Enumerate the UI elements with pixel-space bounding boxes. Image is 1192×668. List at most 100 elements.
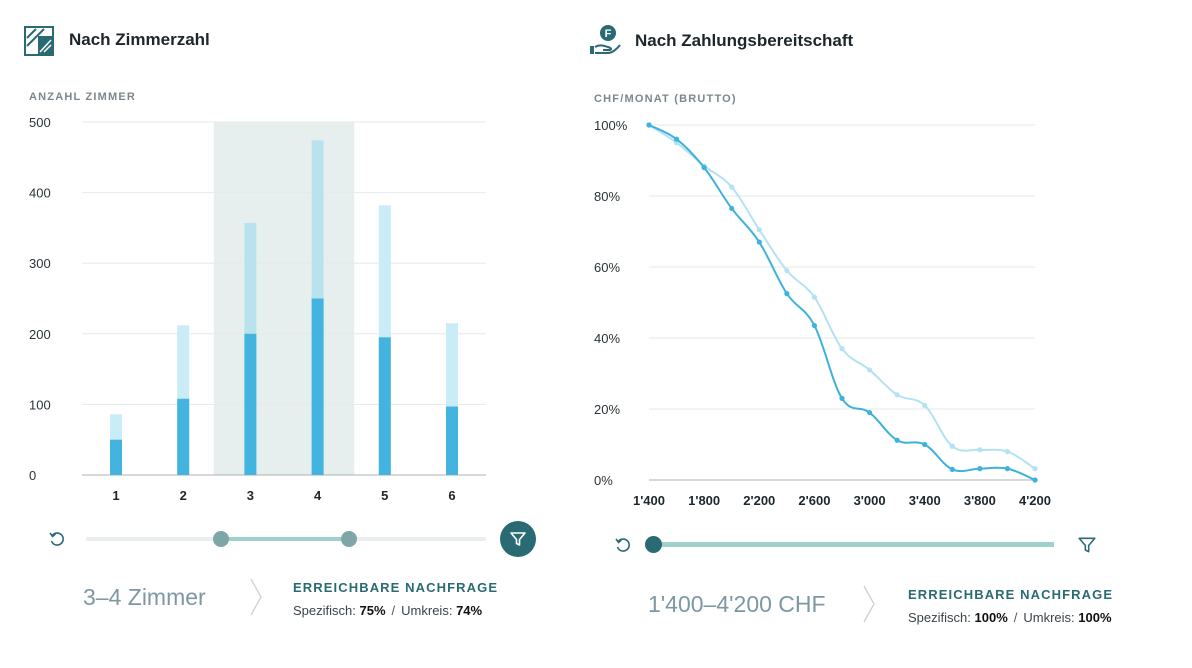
series-area-point [1032,466,1038,472]
rooms-filter-button[interactable] [500,521,536,557]
series-specific-line [648,124,1036,481]
specific-value: 75% [359,603,386,618]
y-tick-label: 60% [594,260,620,275]
series-specific-point [949,466,955,472]
rooms-range-slider[interactable] [86,531,486,547]
rooms-panel-title: Nach Zimmerzahl [69,30,210,49]
rooms-reset-icon[interactable] [48,530,66,553]
series-area-point [922,402,928,409]
x-tick-label: 6 [448,488,455,503]
series-area-point [784,267,790,274]
separator: / [391,603,396,618]
hand-coin-icon: F [588,24,622,61]
area-value: 74% [456,603,483,618]
budget-slider-fill [652,542,1054,547]
x-tick-label: 4 [314,488,322,503]
series-specific-point [894,437,900,443]
series-specific-point [646,122,652,128]
specific-label: Spezifisch: [908,610,971,625]
budget-panel-title: Nach Zahlungsbereitschaft [635,31,854,50]
y-tick-label: 80% [594,189,620,204]
specific-value: 100% [974,610,1008,625]
series-specific-point [922,441,928,448]
series-area-point [811,294,818,300]
x-tick-label: 3 [247,488,254,503]
budget-axis-caption: CHF/MONAT (BRUTTO) [594,93,737,105]
chevron-right-icon [248,577,264,622]
x-tick-label: 3'800 [964,493,996,508]
area-value: 100% [1078,610,1112,625]
budget-summary-row: Spezifisch: 100% / Umkreis: 100% [908,610,1113,625]
series-area-point [866,367,873,373]
series-specific-point [784,291,790,297]
bar-specific [378,337,391,475]
bar-specific [244,333,257,475]
series-area-point [1004,449,1011,455]
bar-specific [110,439,122,475]
filter-icon [510,532,526,546]
y-tick-label: 20% [594,402,620,417]
x-tick-label: 2'600 [798,493,830,508]
bar-specific [446,406,458,475]
series-area-point [977,447,983,453]
series-area-point [839,346,845,352]
series-area-point [756,227,762,233]
rooms-slider-fill [222,537,350,541]
series-specific-point [756,239,762,245]
specific-label: Spezifisch: [293,603,356,618]
y-tick-label: 0 [29,468,36,483]
floorplan-icon [24,26,54,61]
rooms-bar-chart: 0 100 200 300 400 500 1 2 3 4 5 6 [29,115,486,503]
budget-line-chart: 0% 20% 40% 60% 80% 100% 1'400 1'800 2'200 2'600 3'… [594,118,1051,508]
series-area-point [949,443,955,449]
budget-summary-title: ERREICHBARE NACHFRAGE [908,587,1114,602]
y-tick-label: 300 [29,256,51,271]
rooms-summary-row: Spezifisch: 75% / Umkreis: 74% [293,603,498,618]
series-specific-point [977,466,983,472]
x-tick-label: 2 [180,488,187,503]
y-tick-label: 200 [29,327,51,342]
x-tick-label: 1 [112,488,119,503]
x-tick-label: 4'200 [1019,493,1051,508]
y-tick-label: 400 [29,186,51,201]
series-area-point [894,392,900,398]
filter-icon [1078,537,1096,553]
series-specific-point [701,165,707,171]
svg-text:F: F [605,28,612,40]
bar-specific [177,398,190,475]
series-specific-point [866,409,873,416]
x-tick-label: 3'400 [909,493,941,508]
budget-range-text: 1'400–4'200 CHF [648,591,826,617]
x-tick-label: 1'800 [688,493,720,508]
y-tick-label: 40% [594,331,620,346]
x-tick-label: 1'400 [633,493,665,508]
y-tick-label: 0% [594,473,613,488]
series-specific-point [1004,466,1011,472]
series-specific-point [729,205,735,212]
budget-range-slider[interactable] [645,536,1054,553]
x-tick-label: 3'000 [854,493,886,508]
area-label: Umkreis: [1023,610,1075,625]
y-tick-label: 100% [594,118,628,133]
y-tick-label: 500 [29,115,51,130]
rooms-slider-handle-max[interactable] [341,531,357,547]
bar-specific [311,298,324,475]
rooms-slider-handle-min[interactable] [213,531,229,547]
series-specific-point [1032,477,1038,483]
budget-demand-summary: ERREICHBARE NACHFRAGE Spezifisch: 100% / U… [908,587,1113,625]
series-specific-point [673,136,680,142]
rooms-demand-summary: ERREICHBARE NACHFRAGE Spezifisch: 75% / Um… [293,580,498,618]
rooms-axis-caption: ANZAHL ZIMMER [29,91,137,103]
area-label: Umkreis: [401,603,453,618]
budget-slider-handle-min[interactable] [645,536,662,553]
rooms-summary-title: ERREICHBARE NACHFRAGE [293,580,499,595]
series-area-point [729,184,735,190]
series-specific-point [811,322,818,329]
separator: / [1013,610,1018,625]
budget-reset-icon[interactable] [614,536,632,559]
chevron-right-icon [861,584,877,629]
x-tick-label: 5 [381,488,388,503]
selection-highlight [213,122,355,475]
x-tick-label: 2'200 [743,493,775,508]
budget-filter-button[interactable] [1077,535,1097,560]
